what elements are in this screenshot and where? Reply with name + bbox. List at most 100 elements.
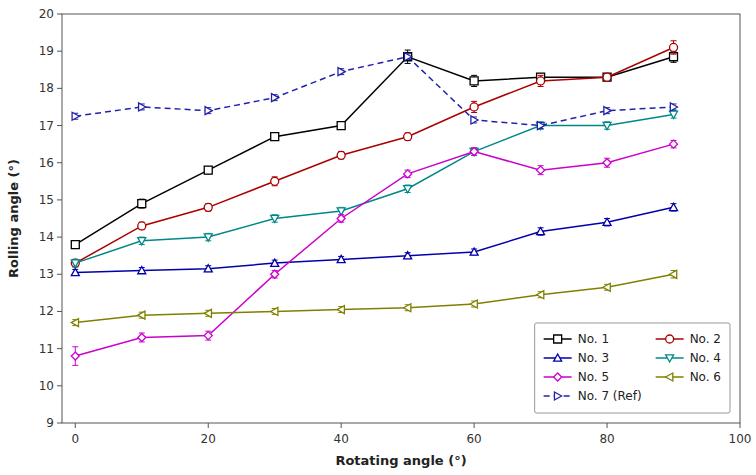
series	[71, 140, 677, 365]
error-bar	[272, 271, 278, 278]
data-point	[138, 238, 146, 245]
error-bar	[139, 237, 145, 244]
y-tick-label: 15	[39, 193, 54, 207]
x-tick-label: 40	[334, 432, 349, 446]
data-point	[138, 222, 146, 230]
y-axis-label: Rolling angle (°)	[6, 159, 21, 278]
error-bar	[72, 259, 78, 266]
y-tick-label: 17	[39, 119, 54, 133]
data-point	[537, 122, 544, 130]
error-bar	[72, 347, 78, 366]
data-point	[138, 333, 146, 341]
legend-label: No. 4	[690, 351, 721, 365]
data-point	[470, 248, 478, 255]
data-point	[670, 43, 678, 51]
data-point	[271, 307, 278, 315]
error-bar	[405, 170, 411, 177]
x-tick	[75, 423, 76, 428]
data-point	[204, 332, 212, 340]
data-point	[470, 148, 478, 156]
data-point	[138, 311, 145, 319]
y-tick-label: 10	[39, 379, 54, 393]
error-bar	[538, 75, 544, 86]
error-bar	[671, 41, 677, 54]
y-tick	[57, 125, 62, 126]
data-point	[337, 122, 345, 130]
plot-area	[71, 41, 677, 366]
data-point	[139, 103, 146, 111]
error-bar	[205, 331, 211, 340]
data-point	[404, 170, 412, 178]
data-point	[404, 53, 411, 61]
x-axis-label: Rotating angle (°)	[335, 453, 466, 468]
data-point	[670, 103, 677, 111]
y-tick	[57, 423, 62, 424]
data-point	[138, 267, 146, 274]
legend-box	[535, 323, 730, 413]
series-line	[75, 274, 673, 322]
data-point	[338, 68, 345, 76]
error-bar	[538, 122, 544, 129]
error-bar	[471, 148, 477, 155]
data-point	[71, 268, 79, 275]
legend-marker	[554, 335, 562, 343]
series-line	[75, 114, 673, 263]
data-point	[670, 270, 677, 278]
data-point	[603, 159, 611, 167]
legend-item: No. 2	[656, 332, 721, 346]
error-bar	[671, 111, 677, 118]
legend-label: No. 7 (Ref)	[578, 389, 642, 403]
legend-marker	[666, 373, 673, 381]
error-bar	[471, 101, 477, 112]
data-point	[470, 77, 478, 85]
data-point	[470, 103, 478, 111]
data-point	[205, 107, 212, 115]
error-bar	[405, 185, 411, 192]
series	[71, 50, 677, 248]
plot-frame	[62, 14, 740, 423]
x-tick	[740, 423, 741, 428]
data-point	[272, 94, 279, 102]
data-point	[337, 215, 345, 223]
x-tick-label: 80	[599, 432, 614, 446]
y-tick	[57, 385, 62, 386]
error-bar	[405, 133, 411, 140]
series-line	[75, 47, 673, 263]
data-point	[603, 218, 611, 225]
legend-marker	[666, 355, 674, 362]
data-point	[603, 73, 611, 81]
error-bar	[671, 204, 677, 211]
y-tick-label: 13	[39, 267, 54, 281]
legend-item: No. 7 (Ref)	[544, 389, 642, 403]
y-tick	[57, 51, 62, 52]
error-bar	[338, 215, 344, 222]
error-bar	[471, 75, 477, 86]
data-point	[604, 107, 611, 115]
error-bar	[72, 259, 78, 266]
y-tick-label: 11	[39, 342, 54, 356]
error-bar	[72, 241, 78, 248]
x-tick	[607, 423, 608, 428]
x-tick-label: 20	[201, 432, 216, 446]
data-point	[72, 112, 79, 120]
data-point	[404, 252, 412, 259]
error-bar	[471, 148, 477, 155]
y-tick	[57, 14, 62, 15]
legend-marker	[554, 354, 562, 361]
data-point	[204, 265, 212, 272]
data-point	[537, 166, 545, 174]
data-point	[537, 228, 545, 235]
data-point	[204, 203, 212, 211]
legend-item: No. 4	[656, 351, 721, 365]
data-point	[603, 283, 610, 291]
legend-item: No. 1	[544, 332, 609, 346]
x-tick	[474, 423, 475, 428]
background	[0, 0, 756, 475]
y-tick-label: 19	[39, 44, 54, 58]
data-point	[71, 352, 79, 360]
series	[72, 53, 677, 130]
data-point	[471, 116, 478, 124]
data-point	[537, 291, 544, 299]
legend-marker	[554, 392, 561, 400]
chart: 02040608010091011121314151617181920Rotat…	[0, 0, 756, 475]
